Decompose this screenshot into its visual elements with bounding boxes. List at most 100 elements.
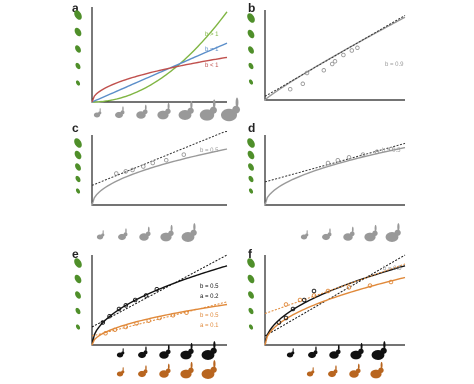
point xyxy=(146,318,151,323)
leaf-icon xyxy=(247,150,255,160)
point xyxy=(304,70,310,76)
rabbit-icon xyxy=(122,106,124,112)
point xyxy=(132,297,138,303)
point xyxy=(276,320,282,325)
rabbit-icon xyxy=(167,102,170,110)
rabbit-icon xyxy=(232,105,241,114)
rabbit-icon xyxy=(188,367,194,374)
curve-label: b = 0.5 xyxy=(382,148,401,154)
point xyxy=(130,167,135,173)
axes xyxy=(264,135,405,206)
point xyxy=(321,68,327,73)
rabbit-icon xyxy=(311,370,315,374)
leaf-icon xyxy=(75,45,81,53)
curve-label: b = 0.9 xyxy=(385,62,404,68)
rabbit-icon xyxy=(374,224,377,232)
curve-label: b = 0.5 xyxy=(200,284,219,290)
rabbit-icon xyxy=(122,348,124,353)
panel-label: d xyxy=(248,121,255,135)
point xyxy=(355,45,360,51)
leaf-icon xyxy=(248,62,254,70)
rabbit-icon xyxy=(142,109,148,115)
rabbit-icon xyxy=(394,229,401,236)
leaf-icon xyxy=(75,324,81,330)
rabbit-icon xyxy=(145,231,151,237)
point xyxy=(374,149,380,155)
rabbit-icon xyxy=(213,341,216,350)
rabbit-icon xyxy=(372,230,378,237)
curve xyxy=(91,301,228,337)
point xyxy=(114,171,119,176)
point xyxy=(311,288,317,294)
point xyxy=(332,59,338,64)
rabbit-icon xyxy=(360,342,363,350)
rabbit-icon xyxy=(357,363,360,370)
curve xyxy=(264,16,406,101)
rabbit-icon xyxy=(145,346,147,352)
leaf-icon xyxy=(248,324,254,330)
curve xyxy=(264,265,406,346)
rabbit-icon xyxy=(102,230,104,235)
rabbit-icon xyxy=(349,231,355,237)
point xyxy=(311,293,317,298)
leaf-icon xyxy=(75,175,81,183)
rabbit-icon xyxy=(147,226,150,233)
point xyxy=(184,310,189,315)
point xyxy=(123,169,128,174)
rabbit-icon xyxy=(209,106,217,114)
point xyxy=(157,315,162,321)
rabbit-icon xyxy=(190,229,197,236)
point xyxy=(388,279,394,285)
leaf-icon xyxy=(74,10,82,20)
rabbit-icon xyxy=(121,370,125,374)
rabbit-icon xyxy=(170,224,173,232)
curve xyxy=(264,276,406,346)
axes xyxy=(91,135,227,206)
rabbit-icon xyxy=(358,348,364,355)
point xyxy=(123,324,128,330)
panel-label: a xyxy=(72,1,79,15)
panel-label: e xyxy=(72,247,79,261)
point xyxy=(367,283,373,288)
leaf-icon xyxy=(247,274,255,284)
axes xyxy=(91,255,227,346)
point xyxy=(349,48,355,53)
rabbit-icon xyxy=(187,107,194,114)
point xyxy=(134,321,139,326)
leaf-icon xyxy=(75,307,81,315)
point xyxy=(150,160,155,166)
point xyxy=(107,313,112,319)
curve-label: b = 0.5 xyxy=(200,313,219,319)
rabbit-icon xyxy=(125,228,127,234)
rabbit-icon xyxy=(306,230,308,235)
curve xyxy=(92,11,228,103)
rabbit-icon xyxy=(188,348,194,355)
curve xyxy=(91,148,228,206)
rabbit-icon xyxy=(121,351,125,355)
curve-label: b = 0.5 xyxy=(200,148,219,154)
rabbit-icon xyxy=(190,101,193,110)
rabbit-icon xyxy=(99,108,101,113)
rabbit-icon xyxy=(190,342,193,350)
rabbit-icon xyxy=(145,365,147,371)
leaf-icon xyxy=(75,80,81,86)
point xyxy=(170,313,176,318)
curve-label: b = 1 xyxy=(205,47,219,53)
curve xyxy=(264,146,406,206)
leaf-icon xyxy=(75,163,81,171)
rabbit-icon xyxy=(120,110,125,115)
rabbit-icon xyxy=(165,368,171,374)
rabbit-icon xyxy=(378,367,384,374)
rabbit-icon xyxy=(315,346,317,352)
leaf-icon xyxy=(247,258,255,268)
rabbit-icon xyxy=(101,233,105,237)
leaf-icon xyxy=(74,274,82,284)
panel-label: f xyxy=(248,247,253,261)
point xyxy=(287,86,293,92)
point xyxy=(325,288,331,294)
rabbit-icon xyxy=(165,108,171,115)
point xyxy=(346,155,352,160)
rabbit-icon xyxy=(335,365,337,371)
point xyxy=(283,315,289,321)
rabbit-icon xyxy=(213,360,216,369)
